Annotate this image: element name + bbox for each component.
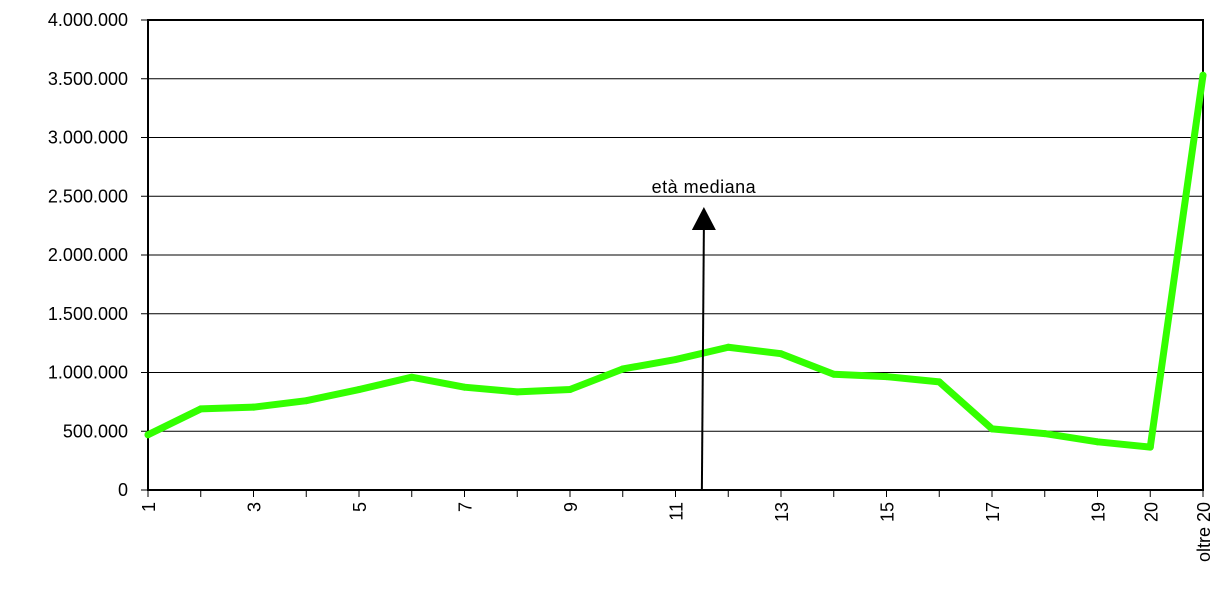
y-tick-label: 2.500.000 xyxy=(48,186,128,206)
data-point xyxy=(1199,71,1207,79)
x-tick-label: oltre 20 xyxy=(1194,502,1214,562)
data-point xyxy=(1041,430,1049,438)
y-tick-label: 1.500.000 xyxy=(48,304,128,324)
series-line xyxy=(144,71,1207,451)
data-point xyxy=(777,350,785,358)
x-tick-label: 1 xyxy=(139,502,159,512)
data-point xyxy=(724,343,732,351)
median-arrowhead xyxy=(691,207,716,230)
median-arrow-shaft xyxy=(700,227,705,491)
data-point xyxy=(513,388,521,396)
gridlines xyxy=(148,78,1203,432)
data-point xyxy=(250,403,257,411)
x-tick-label: 9 xyxy=(561,502,581,512)
x-tick-label: 17 xyxy=(983,502,1003,522)
y-tick-label: 2.000.000 xyxy=(48,245,128,265)
y-axis-ticks: 0 500.000 1.000.000 1.500.000 2.000.000 2.500… xyxy=(48,10,148,500)
plot-area-border xyxy=(147,19,1204,491)
data-point xyxy=(1146,443,1154,451)
x-tick-label: 5 xyxy=(350,502,370,512)
data-point xyxy=(197,405,205,413)
y-tick-label: 0 xyxy=(118,480,128,500)
y-tick-label: 500.000 xyxy=(63,421,128,441)
data-point xyxy=(408,373,416,381)
x-axis-ticks: 1 3 5 7 9 11 13 15 17 19 20 oltre 20 xyxy=(139,490,1214,562)
y-tick-label: 3.500.000 xyxy=(48,69,128,89)
data-points xyxy=(144,71,1207,451)
data-point xyxy=(461,383,468,391)
median-label: età mediana xyxy=(652,177,757,197)
x-tick-label: 19 xyxy=(1089,502,1109,522)
data-point xyxy=(355,386,363,394)
x-tick-label: 20 xyxy=(1141,502,1161,522)
median-age-annotation: età mediana xyxy=(652,177,757,491)
y-tick-label: 4.000.000 xyxy=(48,10,128,30)
data-point xyxy=(619,365,627,373)
x-tick-label: 7 xyxy=(456,502,476,512)
data-point xyxy=(672,356,679,364)
y-tick-label: 1.000.000 xyxy=(48,363,128,383)
x-tick-label: 11 xyxy=(667,502,687,521)
data-point xyxy=(1094,438,1101,446)
data-point xyxy=(830,370,838,378)
data-point xyxy=(935,378,943,386)
y-tick-label: 3.000.000 xyxy=(48,128,128,148)
data-point xyxy=(988,425,996,433)
data-point xyxy=(883,373,890,381)
x-tick-label: 3 xyxy=(245,502,265,512)
x-tick-label: 15 xyxy=(878,502,898,522)
data-point xyxy=(302,397,310,405)
x-tick-label: 13 xyxy=(772,502,792,522)
data-point xyxy=(566,386,574,394)
data-point xyxy=(144,431,152,439)
